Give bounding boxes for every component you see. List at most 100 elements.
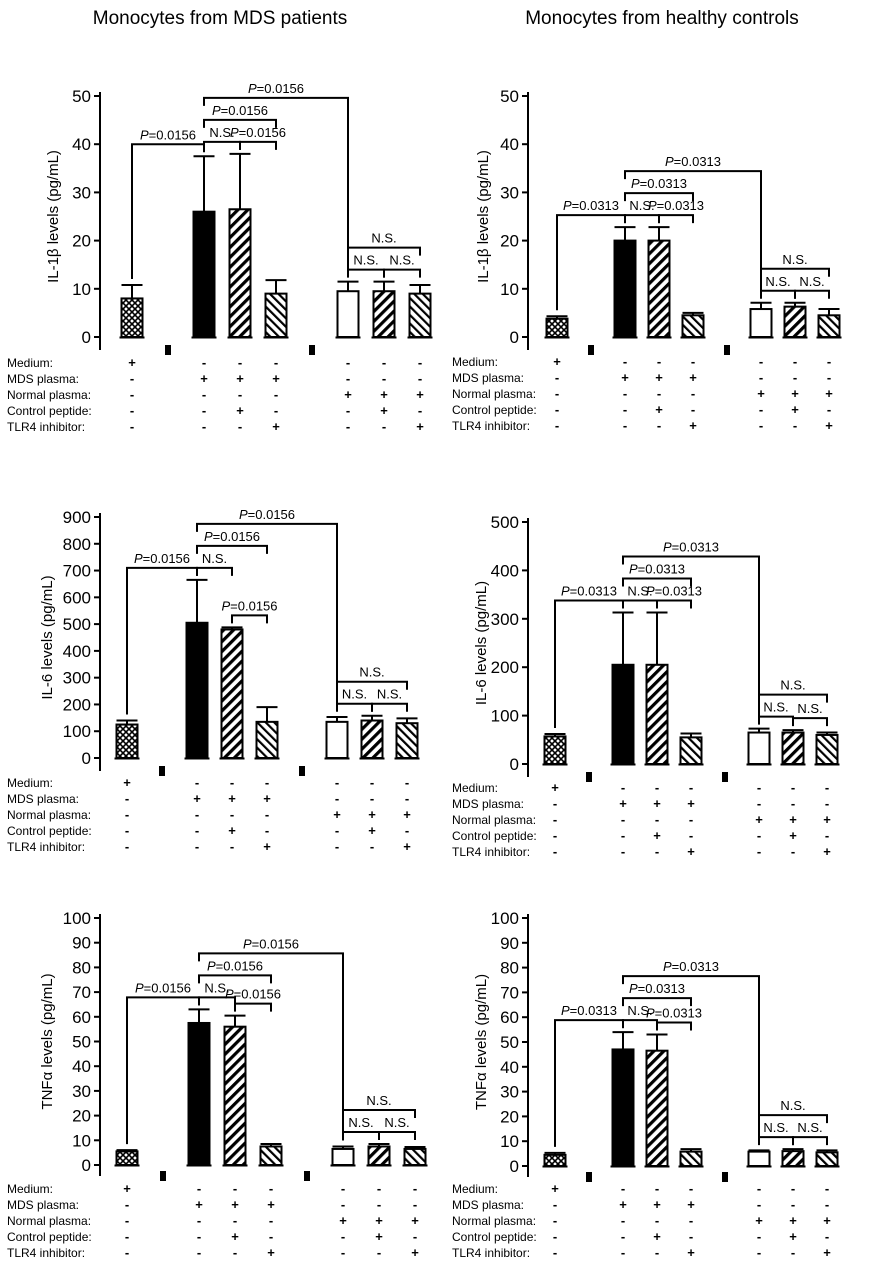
bar-diag <box>649 241 670 337</box>
condition-sign: - <box>621 1181 625 1196</box>
p-value-text: =0.0313 <box>672 959 719 974</box>
condition-sign: - <box>125 1245 129 1260</box>
y-tick-label: 800 <box>63 535 91 554</box>
axis-break-mark <box>722 772 728 782</box>
significance-bracket <box>232 615 267 623</box>
significance-label: N.S. <box>353 253 378 268</box>
condition-sign: + <box>380 403 388 418</box>
condition-sign: - <box>553 812 557 827</box>
condition-sign: - <box>341 1229 345 1244</box>
condition-sign: - <box>825 796 829 811</box>
p-value-text: =0.0313 <box>638 981 685 996</box>
p-value-text: N.S. <box>202 551 227 566</box>
condition-sign: - <box>130 403 134 418</box>
axis-break-mark <box>160 1171 166 1181</box>
y-tick-label: 50 <box>500 1033 519 1052</box>
condition-label: TLR4 inhibitor: <box>452 845 530 859</box>
y-tick-label: 400 <box>63 642 91 661</box>
y-tick-label: 40 <box>72 135 91 154</box>
significance-label: P=0.0156 <box>204 529 260 544</box>
y-tick-label: 50 <box>72 87 91 106</box>
condition-sign: - <box>689 1213 693 1228</box>
p-value-text: =0.0313 <box>638 562 685 577</box>
condition-sign: + <box>791 402 799 417</box>
p-value-symbol: P <box>212 103 221 118</box>
condition-sign: - <box>793 370 797 385</box>
condition-sign: + <box>825 386 833 401</box>
condition-sign: + <box>621 370 629 385</box>
significance-label: N.S. <box>780 678 805 693</box>
significance-label: P=0.0156 <box>243 936 299 951</box>
condition-sign: - <box>793 354 797 369</box>
y-axis-label: TNFα levels (pg/mL) <box>39 973 56 1109</box>
bar-open <box>327 722 348 758</box>
condition-sign: + <box>228 791 236 806</box>
p-value-text: =0.0156 <box>143 551 190 566</box>
condition-sign: - <box>370 839 374 854</box>
condition-sign: - <box>825 1197 829 1212</box>
condition-sign: - <box>791 780 795 795</box>
condition-sign: - <box>623 418 627 433</box>
condition-sign: - <box>195 807 199 822</box>
condition-sign: - <box>655 844 659 859</box>
condition-sign: + <box>123 1181 131 1196</box>
y-tick-label: 70 <box>72 983 91 1002</box>
condition-sign: - <box>757 1181 761 1196</box>
condition-sign: + <box>755 812 763 827</box>
bar-crosshatch <box>547 319 568 337</box>
condition-sign: - <box>125 1197 129 1212</box>
bar-diag-rev <box>257 722 278 758</box>
p-value-text: N.S. <box>389 253 414 268</box>
condition-label: Control peptide: <box>452 829 537 843</box>
significance-label: N.S. <box>342 687 367 702</box>
significance-bracket <box>240 142 276 150</box>
condition-sign: - <box>759 418 763 433</box>
condition-sign: - <box>382 419 386 434</box>
condition-sign: + <box>655 370 663 385</box>
condition-sign: - <box>553 844 557 859</box>
condition-sign: + <box>272 419 280 434</box>
condition-sign: - <box>238 355 242 370</box>
condition-sign: - <box>377 1245 381 1260</box>
condition-label: MDS plasma: <box>7 372 79 386</box>
axis-break-mark <box>299 766 305 776</box>
bar-diag <box>783 733 804 764</box>
condition-sign: + <box>553 354 561 369</box>
condition-sign: - <box>413 1181 417 1196</box>
condition-sign: - <box>274 403 278 418</box>
condition-sign: + <box>789 1213 797 1228</box>
significance-label: P=0.0313 <box>648 198 704 213</box>
bar-diag <box>362 721 383 758</box>
condition-sign: - <box>125 807 129 822</box>
y-tick-label: 0 <box>510 755 519 774</box>
bar-diag <box>783 1151 804 1166</box>
p-value-text: =0.0156 <box>230 598 277 613</box>
condition-sign: - <box>195 775 199 790</box>
y-tick-label: 900 <box>63 508 91 527</box>
significance-label: P=0.0156 <box>221 598 277 613</box>
p-value-text: N.S. <box>342 687 367 702</box>
bar-diag <box>647 665 668 764</box>
p-value-text: N.S. <box>780 678 805 693</box>
condition-sign: - <box>269 1229 273 1244</box>
axis-break-mark <box>304 1171 310 1181</box>
p-value-text: =0.0156 <box>248 507 295 522</box>
condition-sign: + <box>339 1213 347 1228</box>
significance-bracket <box>793 1137 827 1145</box>
condition-sign: - <box>825 1181 829 1196</box>
significance-label: N.S. <box>765 274 790 289</box>
condition-sign: - <box>341 1245 345 1260</box>
condition-sign: - <box>757 1245 761 1260</box>
condition-sign: - <box>553 828 557 843</box>
y-axis-label: IL-6 levels (pg/mL) <box>473 581 490 705</box>
significance-bracket <box>379 1132 415 1140</box>
p-value-text: =0.0156 <box>149 127 196 142</box>
significance-label: P=0.0156 <box>230 125 286 140</box>
bar-diag-rev <box>817 1152 838 1166</box>
condition-sign: - <box>346 419 350 434</box>
condition-sign: - <box>370 775 374 790</box>
condition-sign: + <box>689 370 697 385</box>
condition-sign: - <box>621 1229 625 1244</box>
p-value-text: N.S. <box>763 700 788 715</box>
condition-sign: - <box>555 418 559 433</box>
